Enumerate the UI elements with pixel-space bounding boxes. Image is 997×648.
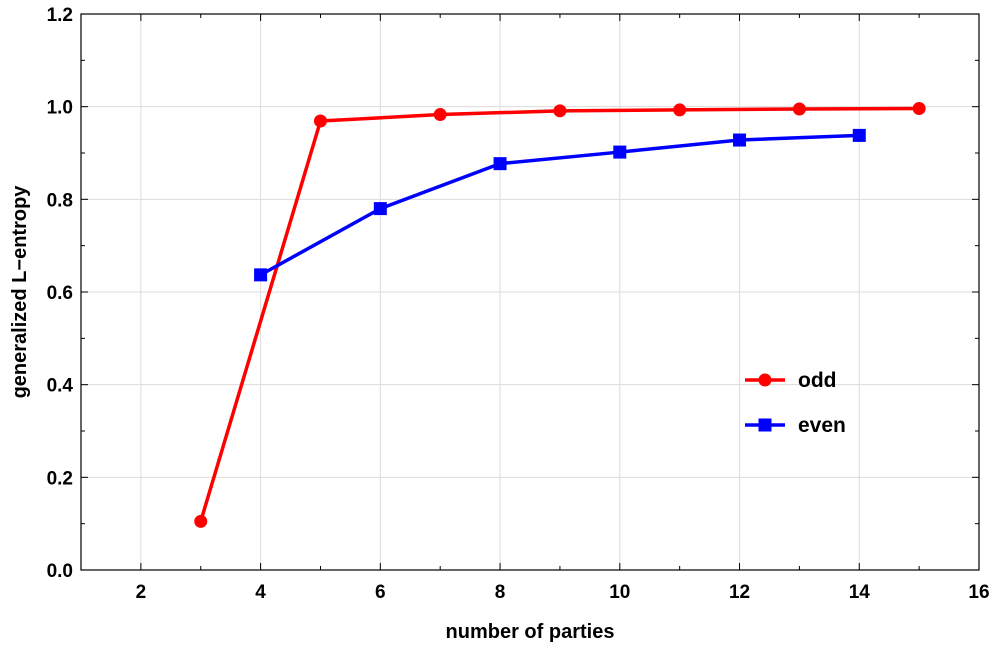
x-tick-label: 14	[849, 582, 871, 603]
axis-ticks: 2 4 6 8 10 12 14 16 0.0 0.2 0.4 0.6 0.8 1.0 1.2	[47, 5, 990, 603]
y-tick-label: 0.6	[47, 283, 73, 304]
legend-item-odd: odd	[745, 369, 836, 392]
x-tick-label: 8	[495, 582, 506, 603]
x-tick-label: 10	[609, 582, 630, 603]
x-tick-label: 16	[968, 582, 989, 603]
y-tick-label: 0.8	[47, 190, 73, 211]
series-line-even	[259, 133, 860, 277]
odd-point	[433, 108, 447, 122]
legend-label-odd: odd	[798, 369, 836, 392]
legend: odd even	[745, 369, 846, 437]
even-point	[613, 145, 627, 159]
even-point	[254, 268, 268, 282]
even-point	[493, 157, 507, 171]
x-tick-label: 6	[375, 582, 386, 603]
x-tick-label: 12	[729, 582, 750, 603]
x-axis-title: number of parties	[446, 621, 615, 643]
even-point	[373, 202, 387, 216]
y-tick-label: 0.4	[47, 376, 74, 397]
series-odd	[194, 102, 926, 528]
even-point	[852, 128, 866, 142]
odd-point	[194, 514, 208, 528]
odd-point	[673, 103, 687, 117]
odd-point	[313, 114, 327, 128]
even-point	[733, 133, 747, 147]
data-series	[194, 102, 926, 528]
y-tick-label: 1.2	[47, 5, 73, 26]
series-even	[254, 128, 866, 282]
odd-point	[553, 104, 567, 118]
x-tick-label: 4	[255, 582, 266, 603]
legend-label-even: even	[798, 414, 846, 437]
odd-point	[912, 102, 926, 116]
odd-point	[792, 102, 806, 116]
legend-marker-odd	[758, 373, 772, 387]
x-tick-label: 2	[136, 582, 147, 603]
gridlines	[81, 14, 979, 570]
y-tick-label: 0.0	[47, 561, 73, 582]
y-tick-label: 0.2	[47, 468, 73, 489]
legend-item-even: even	[745, 414, 846, 437]
legend-marker-even	[758, 418, 772, 432]
y-axis-title: generalized L−entropy	[9, 185, 31, 399]
y-tick-label: 1.0	[47, 98, 73, 119]
